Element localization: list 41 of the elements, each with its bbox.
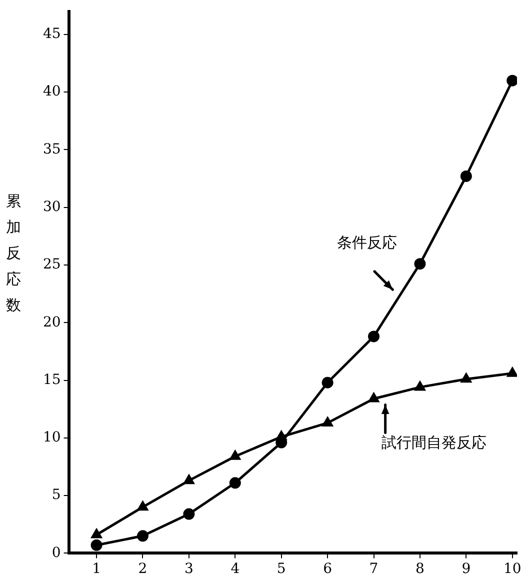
x-tick-label: 4 xyxy=(230,561,240,578)
point xyxy=(229,477,241,489)
point xyxy=(90,539,102,551)
x-tick-label: 9 xyxy=(462,561,471,578)
y-tick-label: 10 xyxy=(42,430,61,446)
y-tick-label: 30 xyxy=(42,199,61,216)
y-tick-label: 35 xyxy=(42,141,61,158)
x-tick-label: 2 xyxy=(138,561,148,578)
y-axis-title: 累加反応数 xyxy=(6,191,22,316)
point xyxy=(183,508,195,520)
y-tick-label: 0 xyxy=(52,544,61,561)
y-tick-label: 15 xyxy=(42,372,61,388)
y-tick-label: 20 xyxy=(42,314,61,330)
point xyxy=(184,474,194,484)
x-tick-label: 5 xyxy=(276,561,286,578)
point xyxy=(322,376,334,388)
point xyxy=(138,501,148,511)
x-tick-label: 10 xyxy=(503,561,522,578)
point xyxy=(414,381,426,391)
x-tick-label: 8 xyxy=(416,561,424,578)
point xyxy=(506,74,517,86)
point xyxy=(460,170,472,182)
x-tick-label: 1 xyxy=(92,561,101,578)
point xyxy=(414,258,426,270)
y-tick-label: 45 xyxy=(42,26,61,42)
point xyxy=(136,530,148,542)
annotation: 試行間自発反応 xyxy=(381,434,486,452)
y-tick-label: 40 xyxy=(42,84,61,100)
y-tick-label: 25 xyxy=(42,256,61,273)
point xyxy=(368,330,380,342)
x-tick-label: 6 xyxy=(323,561,332,578)
x-tick-label: 3 xyxy=(184,561,194,578)
point xyxy=(230,450,240,460)
point xyxy=(507,368,517,377)
point xyxy=(322,417,333,426)
point xyxy=(368,392,379,402)
point xyxy=(461,373,472,383)
x-tick-label: 7 xyxy=(369,561,378,578)
y-tick-label: 5 xyxy=(52,487,61,504)
annotation: 条件反応 xyxy=(336,234,397,252)
point xyxy=(91,529,102,538)
